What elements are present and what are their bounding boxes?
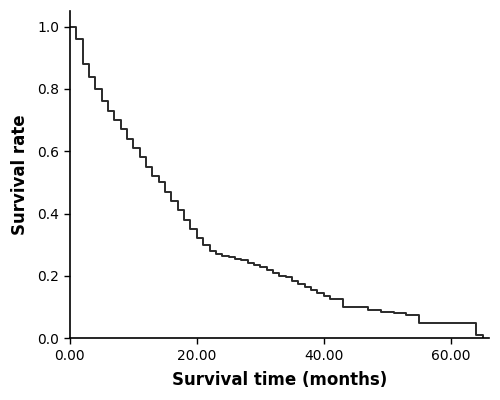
X-axis label: Survival time (months): Survival time (months) <box>172 371 387 389</box>
Y-axis label: Survival rate: Survival rate <box>11 114 29 235</box>
